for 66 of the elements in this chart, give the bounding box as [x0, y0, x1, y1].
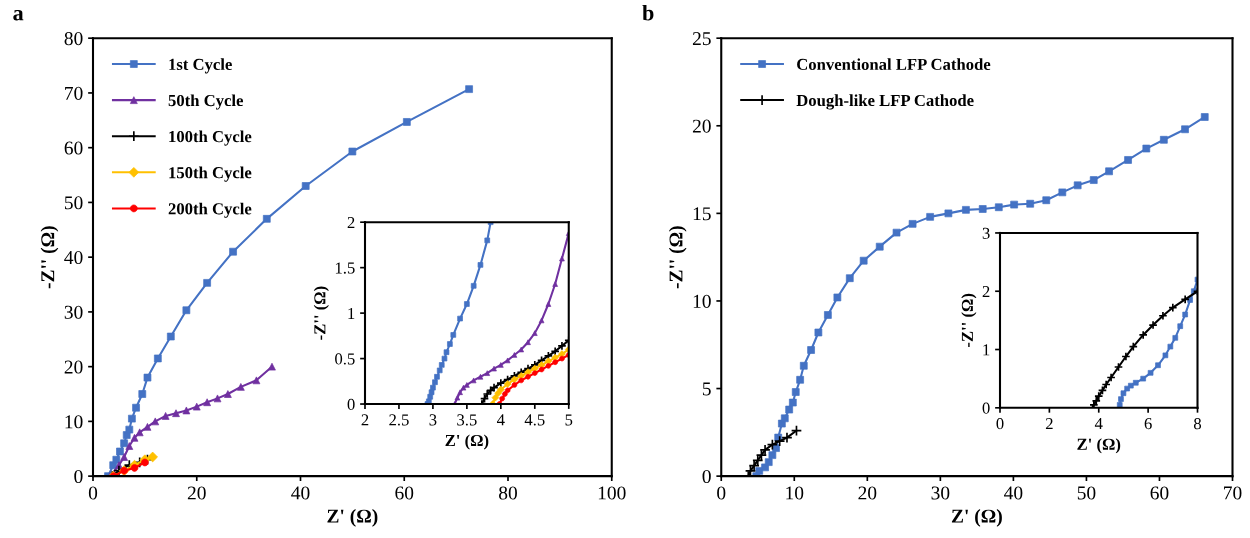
y-tick-label: 1.5 — [335, 262, 355, 274]
x-tick-label: 40 — [1004, 486, 1023, 500]
x-tick-label: 8 — [1193, 418, 1202, 430]
x-axis-title: Z' (Ω) — [951, 509, 1002, 527]
x-tick-label: 20 — [187, 486, 206, 500]
x-tick-label: 80 — [499, 486, 517, 500]
x-tick-label: 30 — [931, 486, 950, 500]
x-tick-label: 5 — [565, 414, 573, 426]
y-tick-label: 40 — [64, 250, 83, 265]
x-tick-label: 60 — [1150, 486, 1169, 500]
x-tick-label: 4.5 — [524, 414, 545, 426]
y-tick-label: 0 — [347, 398, 355, 410]
y-tick-label: 2 — [347, 216, 355, 228]
legend-label: 200th Cycle — [168, 202, 252, 218]
x-tick-label: 100 — [598, 486, 626, 500]
x-tick-label: 0 — [996, 418, 1004, 430]
y-tick-label: 25 — [692, 32, 711, 46]
y-tick-label: 0.5 — [335, 353, 355, 365]
x-tick-label: 6 — [1144, 418, 1152, 430]
y-tick-label: 1 — [983, 344, 990, 356]
x-tick-label: 40 — [291, 486, 310, 500]
legend-label: 100th Cycle — [169, 130, 252, 146]
x-axis-title: Z' (Ω) — [327, 509, 378, 527]
y-axis-title: -Z'' (Ω) — [961, 293, 977, 348]
legend-label: 1st Cycle — [169, 58, 232, 74]
x-tick-label: 4 — [1094, 418, 1103, 430]
x-axis-title: Z' (Ω) — [1077, 438, 1121, 454]
y-tick-label: 30 — [64, 305, 83, 319]
y-tick-label: 70 — [65, 86, 83, 100]
legend-label: 150th Cycle — [169, 166, 252, 182]
y-axis-title: -Z'' (Ω) — [40, 226, 59, 289]
y-tick-label: 5 — [702, 382, 711, 396]
x-tick-label: 10 — [786, 486, 804, 500]
x-tick-label: 4 — [496, 414, 505, 426]
text: a — [13, 9, 24, 21]
x-tick-label: 50 — [1077, 486, 1096, 500]
legend-label: Conventional LFP Cathode — [797, 58, 991, 71]
y-axis-title: -Z'' (Ω) — [668, 226, 687, 289]
x-tick-label: 0 — [717, 486, 726, 500]
y-tick-label: 60 — [64, 141, 83, 155]
x-tick-label: 70 — [1224, 486, 1242, 500]
y-tick-label: 3 — [982, 227, 990, 239]
y-tick-label: 0 — [702, 469, 711, 484]
x-axis-title: Z' (Ω) — [445, 434, 489, 450]
x-tick-label: 3 — [429, 414, 437, 426]
x-tick-label: 2 — [361, 414, 369, 426]
legend-label: 50th Cycle — [168, 94, 244, 110]
x-tick-label: 60 — [395, 486, 414, 500]
y-tick-label: 15 — [693, 207, 711, 221]
y-tick-label: 2 — [982, 285, 990, 298]
x-tick-label: 0 — [88, 486, 98, 500]
y-tick-label: 20 — [692, 119, 711, 133]
x-tick-label: 20 — [858, 486, 877, 500]
y-tick-label: 10 — [693, 294, 711, 308]
y-tick-label: 80 — [64, 32, 83, 46]
x-tick-label: 2.5 — [389, 414, 409, 426]
text: b — [642, 4, 654, 21]
y-tick-label: 0 — [982, 402, 990, 414]
x-tick-label: 3.5 — [457, 414, 477, 426]
x-tick-label: 2 — [1045, 418, 1053, 430]
y-tick-label: 0 — [74, 469, 83, 484]
y-tick-label: 50 — [64, 196, 83, 210]
legend-label: Dough-like LFP Cathode — [796, 94, 974, 110]
y-axis-title: -Z'' (Ω) — [313, 286, 329, 340]
y-tick-label: 20 — [64, 360, 83, 374]
y-tick-label: 1 — [348, 307, 355, 319]
